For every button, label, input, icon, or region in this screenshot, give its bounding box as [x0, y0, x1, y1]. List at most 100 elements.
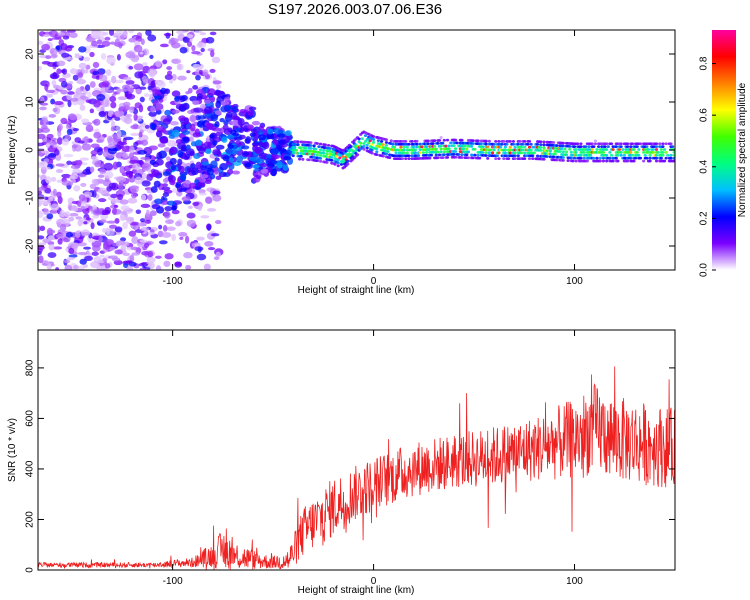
heatmap-cell — [272, 138, 279, 145]
heatmap-cell — [96, 147, 103, 156]
heatmap-cell — [245, 136, 252, 144]
heatmap-cell — [252, 164, 260, 169]
heatmap-cell — [226, 134, 235, 140]
heatmap-cell — [132, 163, 141, 170]
heatmap-cell — [561, 150, 565, 154]
heatmap-cell — [80, 92, 86, 99]
heatmap-cell — [38, 250, 42, 256]
heatmap-cell — [513, 157, 517, 161]
heatmap-cell — [56, 137, 63, 145]
heatmap-cell — [38, 133, 46, 140]
heatmap-cell — [44, 83, 49, 91]
heatmap-cell — [128, 145, 135, 154]
heatmap-cell — [194, 30, 203, 34]
heatmap-cell — [299, 154, 303, 158]
heatmap-cell — [89, 108, 95, 114]
heatmap-cell — [153, 180, 161, 188]
heatmap-cell — [105, 227, 110, 236]
heatmap-cell — [176, 30, 185, 35]
heatmap-cell — [38, 235, 45, 240]
heatmap-cell — [91, 178, 99, 184]
heatmap-cell — [52, 246, 63, 250]
heatmap-cell — [441, 156, 445, 160]
heatmap-cell — [418, 142, 422, 146]
heatmap-cell — [254, 147, 263, 153]
heatmap-cell — [193, 153, 201, 160]
heatmap-cell — [601, 151, 606, 154]
heatmap-cell — [125, 93, 136, 100]
heatmap-cell — [470, 153, 474, 157]
heatmap-cell — [569, 156, 573, 160]
heatmap-cell — [67, 91, 75, 95]
heatmap-cell — [548, 152, 553, 156]
heatmap-cell — [158, 240, 168, 245]
heatmap-cell — [114, 249, 123, 255]
heatmap-cell — [508, 145, 512, 149]
heatmap-cell — [561, 158, 565, 162]
heatmap-cell — [131, 192, 138, 199]
y-tick-label: 10 — [25, 96, 36, 108]
heatmap-cell — [426, 139, 430, 143]
heatmap-cell — [162, 225, 168, 232]
heatmap-cell — [128, 65, 134, 70]
heatmap-cell — [139, 122, 147, 128]
heatmap-cell — [535, 154, 540, 158]
heatmap-cell — [189, 95, 199, 102]
heatmap-cell — [471, 156, 475, 160]
heatmap-cell — [277, 129, 284, 134]
heatmap-cell — [619, 142, 623, 146]
heatmap-cell — [162, 171, 171, 176]
heatmap-cell — [76, 78, 87, 85]
heatmap-cell — [357, 137, 361, 141]
heatmap-cell — [64, 211, 71, 218]
heatmap-cell — [553, 152, 557, 156]
heatmap-cell — [101, 80, 110, 88]
heatmap-cell — [107, 137, 114, 146]
heatmap-cell — [147, 86, 152, 90]
heatmap-cell — [184, 235, 190, 244]
heatmap-cell — [47, 252, 57, 258]
heatmap-cell — [114, 226, 123, 233]
heatmap-cell — [84, 255, 93, 262]
heatmap-cell — [592, 156, 596, 160]
y-tick-label: 600 — [25, 410, 36, 427]
heatmap-cell — [192, 100, 200, 106]
heatmap-cell — [186, 219, 197, 228]
heatmap-cell — [53, 100, 64, 106]
heatmap-cell — [335, 154, 339, 158]
heatmap-cell — [529, 148, 533, 152]
heatmap-cell — [90, 166, 95, 173]
spectrogram-y-ticks: -20 -10 0 10 20 — [25, 48, 675, 253]
heatmap-cell — [526, 142, 530, 146]
heatmap-cell — [375, 150, 379, 154]
heatmap-cell — [171, 42, 181, 49]
heatmap-cell — [625, 145, 630, 149]
heatmap-cell — [57, 129, 62, 138]
heatmap-cell — [113, 110, 124, 118]
heatmap-cell — [186, 212, 196, 219]
heatmap-cell — [123, 262, 129, 269]
heatmap-cell — [405, 151, 409, 155]
heatmap-cell — [648, 156, 652, 160]
heatmap-cell — [72, 100, 79, 106]
heatmap-cell — [48, 243, 55, 251]
heatmap-cell — [500, 142, 504, 146]
heatmap-cell — [214, 157, 220, 162]
heatmap-cell — [214, 110, 222, 116]
heatmap-cell — [40, 199, 51, 205]
heatmap-cell — [590, 148, 594, 151]
heatmap-cell — [147, 194, 153, 201]
heatmap-cell — [134, 71, 144, 79]
heatmap-cell — [215, 89, 222, 97]
heatmap-cell — [171, 90, 181, 98]
heatmap-cell — [137, 125, 142, 130]
heatmap-cell — [139, 239, 148, 243]
heatmap-cell — [39, 160, 48, 168]
heatmap-cell — [79, 104, 86, 111]
heatmap-cell — [579, 142, 583, 146]
heatmap-cell — [167, 70, 173, 76]
heatmap-cell — [140, 38, 145, 45]
y-tick-label: 0 — [25, 147, 36, 153]
heatmap-cell — [346, 162, 350, 166]
